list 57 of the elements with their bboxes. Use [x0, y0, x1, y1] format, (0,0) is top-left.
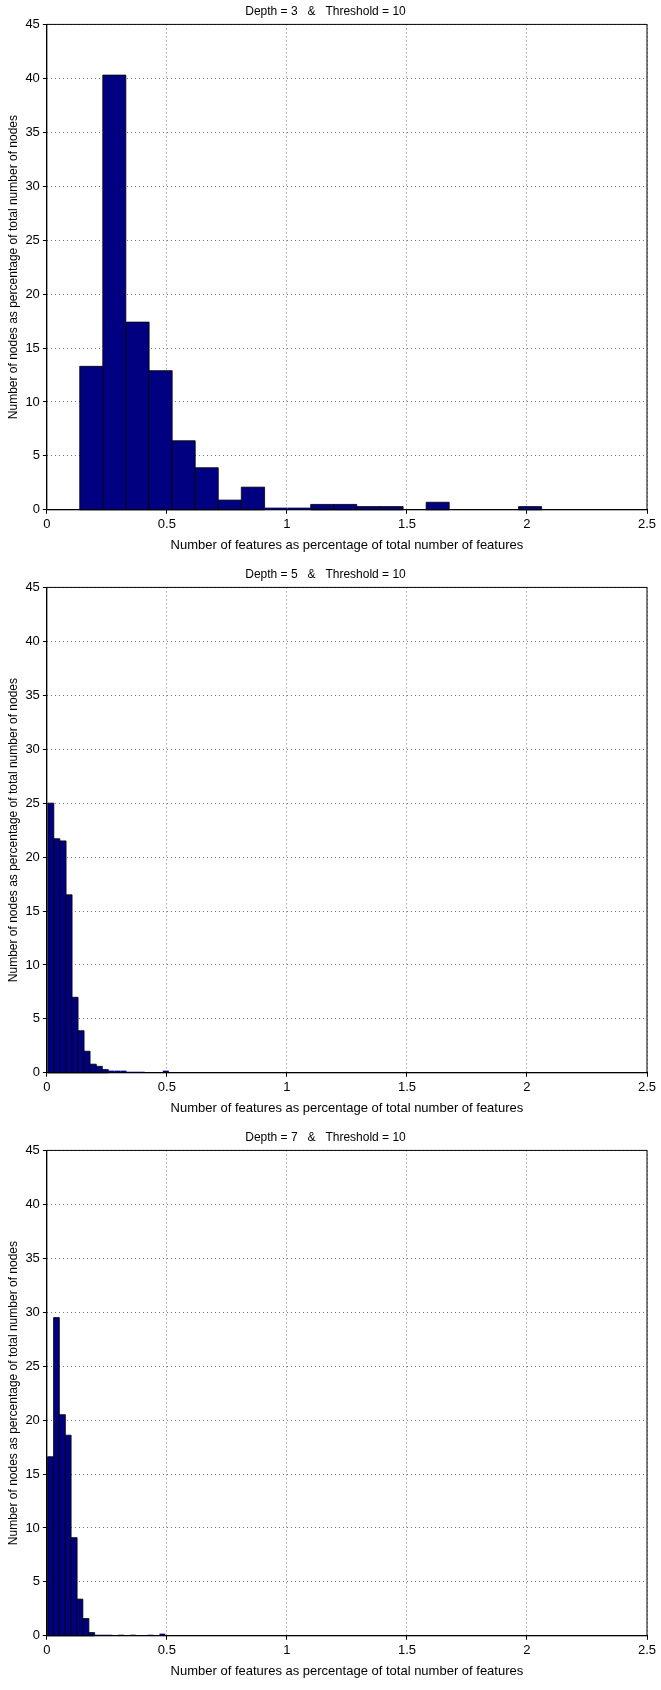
- x-axis-title: Number of features as percentage of total number of features: [170, 536, 524, 552]
- y-tick-label: 20: [25, 1411, 40, 1427]
- x-axis-title: Number of features as percentage of total number of features: [170, 1662, 524, 1678]
- y-tick-label: 40: [25, 1195, 40, 1211]
- y-tick-label: 5: [32, 1010, 40, 1026]
- chart-title: Depth = 5 & Threshold = 10: [245, 566, 407, 581]
- y-tick-label: 25: [25, 794, 40, 810]
- chart-title: Depth = 3 & Threshold = 10: [245, 3, 407, 18]
- x-tick-label: 2.5: [637, 516, 657, 532]
- y-axis-title: Number of nodes as percentage of total number of nodes: [5, 115, 20, 420]
- y-tick-label: 40: [25, 632, 40, 648]
- x-tick-label: 1: [283, 1079, 291, 1095]
- x-tick-label: 0: [43, 516, 51, 532]
- x-tick-label: 2.5: [637, 1642, 657, 1658]
- y-tick-label: 10: [25, 393, 40, 409]
- x-tick-label: 2: [523, 516, 531, 532]
- x-tick-label: 0.5: [157, 1642, 176, 1658]
- y-tick-label: 10: [25, 956, 40, 972]
- y-tick-label: 45: [25, 1141, 40, 1157]
- y-tick-label: 0: [32, 1064, 40, 1080]
- y-tick-label: 10: [25, 1519, 40, 1535]
- y-tick-label: 40: [25, 69, 40, 85]
- x-tick-label: 1: [283, 516, 291, 532]
- x-tick-label: 0.5: [157, 1079, 176, 1095]
- y-tick-label: 25: [25, 1357, 40, 1373]
- y-tick-label: 15: [25, 339, 40, 355]
- y-tick-label: 30: [25, 1303, 40, 1319]
- y-tick-label: 20: [25, 285, 40, 301]
- x-tick-label: 1: [283, 1642, 291, 1658]
- x-tick-label: 2: [523, 1642, 531, 1658]
- y-tick-label: 0: [32, 1627, 40, 1643]
- x-tick-label: 0.5: [157, 516, 176, 532]
- x-tick-label: 2.5: [637, 1079, 657, 1095]
- y-tick-label: 5: [32, 447, 40, 463]
- y-tick-label: 30: [25, 740, 40, 756]
- y-tick-label: 35: [25, 1249, 40, 1265]
- x-tick-label: 1.5: [397, 516, 416, 532]
- x-tick-label: 1.5: [397, 1079, 416, 1095]
- y-axis-title: Number of nodes as percentage of total number of nodes: [5, 678, 20, 983]
- y-tick-label: 45: [25, 15, 40, 31]
- y-tick-label: 15: [25, 902, 40, 918]
- y-tick-label: 35: [25, 123, 40, 139]
- x-tick-label: 1.5: [397, 1642, 416, 1658]
- y-tick-label: 15: [25, 1465, 40, 1481]
- x-axis-title: Number of features as percentage of total number of features: [170, 1099, 524, 1115]
- y-tick-label: 5: [32, 1573, 40, 1589]
- x-tick-label: 0: [43, 1079, 51, 1095]
- y-tick-label: 45: [25, 578, 40, 594]
- x-tick-label: 2: [523, 1079, 531, 1095]
- y-axis-title: Number of nodes as percentage of total number of nodes: [5, 1241, 20, 1546]
- chart-title: Depth = 7 & Threshold = 10: [245, 1129, 407, 1144]
- y-tick-label: 20: [25, 848, 40, 864]
- y-tick-label: 0: [32, 501, 40, 517]
- y-tick-label: 30: [25, 177, 40, 193]
- y-tick-label: 25: [25, 231, 40, 247]
- x-tick-label: 0: [43, 1642, 51, 1658]
- y-tick-label: 35: [25, 686, 40, 702]
